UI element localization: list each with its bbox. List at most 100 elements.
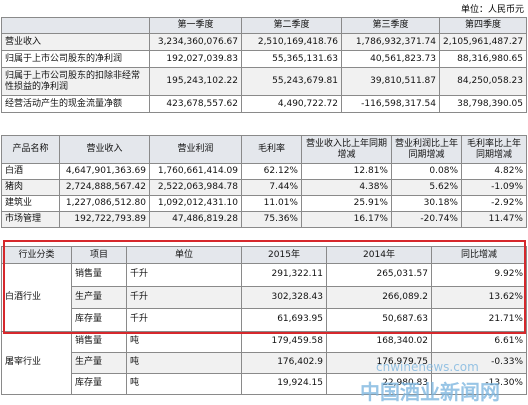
table-cell: 2,724,888,567.42 bbox=[59, 179, 150, 196]
table-cell: 归属于上市公司股东的净利润 bbox=[1, 50, 150, 68]
table-cell: 75.36% bbox=[241, 211, 302, 228]
table-cell: 12.81% bbox=[301, 163, 392, 180]
table-row: 行业分类 项目 单位 2015年 2014年 同比增减 bbox=[1, 246, 527, 264]
table-cell: 423,678,557.62 bbox=[149, 95, 242, 113]
watermark-name: 中国酒业新闻网 bbox=[360, 380, 500, 404]
table-cell: 21.71% bbox=[431, 308, 527, 332]
table-cell: 1,786,932,371.74 bbox=[341, 33, 440, 51]
table-cell: 营业收入 bbox=[1, 33, 150, 51]
products-table: 产品名称 营业收入 营业利润 毛利率 营业收入比上年同期增减 营业利润比上年同期增减 毛利率… bbox=[1, 135, 527, 228]
table-cell: 项目 bbox=[71, 246, 127, 264]
table-cell: 吨 bbox=[126, 372, 242, 395]
table-cell: -2.92% bbox=[461, 195, 527, 212]
table-cell: 营业利润 bbox=[149, 135, 242, 164]
table-cell: 生产量 bbox=[71, 285, 127, 309]
table-cell: 302,328.43 bbox=[241, 285, 327, 309]
table-row: 营业收入 3,234,360,076.67 2,510,169,418.76 1,78… bbox=[1, 33, 527, 51]
table-cell: 同比增减 bbox=[431, 246, 527, 264]
table-cell: 11.47% bbox=[461, 211, 527, 228]
table-cell: 白酒 bbox=[1, 163, 60, 180]
table-cell: 经营活动产生的现金流量净额 bbox=[1, 95, 150, 113]
table-cell: 88,316,980.65 bbox=[439, 50, 527, 68]
table-row: 建筑业 1,227,086,512.80 1,092,012,431.10 11.01… bbox=[1, 195, 527, 212]
table-cell: 第三季度 bbox=[341, 17, 440, 34]
table-cell: 192,722,793.89 bbox=[59, 211, 150, 228]
table-cell: 2015年 bbox=[241, 246, 327, 264]
table-cell: 2014年 bbox=[326, 246, 432, 264]
table-cell: 16.17% bbox=[301, 211, 392, 228]
table-cell: 1,227,086,512.80 bbox=[59, 195, 150, 212]
table-cell: 2,522,063,984.78 bbox=[149, 179, 242, 196]
table-cell: 30.18% bbox=[391, 195, 462, 212]
table-cell: 2,105,961,487.27 bbox=[439, 33, 527, 51]
table-cell: 13.62% bbox=[431, 285, 527, 309]
table-cell: -0.33% bbox=[431, 351, 527, 374]
table-cell: 第一季度 bbox=[149, 17, 242, 34]
table-cell: 猪肉 bbox=[1, 179, 60, 196]
table-cell: 84,250,058.23 bbox=[439, 67, 527, 96]
table-cell: 55,243,679.81 bbox=[241, 67, 342, 96]
table-cell: 吨 bbox=[126, 351, 242, 374]
table-cell: 生产量 bbox=[71, 351, 127, 374]
table-cell: 40,561,823.73 bbox=[341, 50, 440, 68]
table-cell: 库存量 bbox=[71, 372, 127, 395]
table-cell: 4,490,722.72 bbox=[241, 95, 342, 113]
table-cell: 千升 bbox=[126, 263, 242, 287]
table-cell: 1,760,661,414.09 bbox=[149, 163, 242, 180]
table-cell: 行业分类 bbox=[1, 246, 72, 264]
table-cell: 62.12% bbox=[241, 163, 302, 180]
table-row: 库存量 千升 61,693.95 50,687.63 21.71% bbox=[2, 308, 527, 332]
table-cell: 195,243,102.22 bbox=[149, 67, 242, 96]
table-cell: 19,924.15 bbox=[241, 372, 327, 395]
table-cell: 25.91% bbox=[301, 195, 392, 212]
table-cell: 营业利润比上年同期增减 bbox=[391, 135, 462, 164]
table-cell: 11.01% bbox=[241, 195, 302, 212]
quarterly-table: 第一季度 第二季度 第三季度 第四季度 营业收入 3,234,360,076.67 2,51… bbox=[1, 17, 527, 113]
table-cell: 39,810,511.87 bbox=[341, 67, 440, 96]
table-cell: 销售量 bbox=[71, 330, 127, 353]
table-cell: 归属于上市公司股东的扣除非经常性损益的净利润 bbox=[1, 67, 150, 96]
table-cell: 22,980.83 bbox=[326, 372, 432, 395]
table-cell bbox=[1, 17, 150, 34]
table-cell: 179,459.58 bbox=[241, 330, 327, 353]
table-cell: 61,693.95 bbox=[241, 308, 327, 332]
table-cell: 6.61% bbox=[431, 330, 527, 353]
table-cell: 266,089.2 bbox=[326, 285, 432, 309]
table-cell: 265,031.57 bbox=[326, 263, 432, 287]
table-row: 归属于上市公司股东的净利润 192,027,039.83 55,365,131.63… bbox=[1, 50, 527, 68]
table-row: 白酒 4,647,901,363.69 1,760,661,414.09 62.12%… bbox=[1, 163, 527, 180]
table-cell: -116,598,317.54 bbox=[341, 95, 440, 113]
table-row: 屠宰行业 销售量吨 179,459.58 168,340.02 6.61% bbox=[1, 330, 527, 395]
table-cell: 55,365,131.63 bbox=[241, 50, 342, 68]
table-row: 生产量 千升 302,328.43 266,089.2 13.62% bbox=[2, 285, 527, 309]
table-cell: 千升 bbox=[126, 308, 242, 332]
industry-table: 行业分类 项目 单位 2015年 2014年 同比增减 白酒行业 销售量 千升 291,322.1… bbox=[1, 246, 527, 395]
table-cell: 9.92% bbox=[431, 263, 527, 287]
table-cell: 38,798,390.05 bbox=[439, 95, 527, 113]
table-row: 生产量吨 176,402.9 176,979.75 -0.33% bbox=[2, 351, 527, 374]
table-cell: 千升 bbox=[126, 285, 242, 309]
table-cell: 产品名称 bbox=[1, 135, 60, 164]
table-row: 产品名称 营业收入 营业利润 毛利率 营业收入比上年同期增减 营业利润比上年同期增减 毛利率… bbox=[1, 135, 527, 164]
table-cell: 毛利率比上年同期增减 bbox=[461, 135, 527, 164]
table-cell: 屠宰行业 bbox=[1, 330, 72, 395]
table-row: 市场管理 192,722,793.89 47,486,819.28 75.36% 16.… bbox=[1, 211, 527, 228]
table-row: 第一季度 第二季度 第三季度 第四季度 bbox=[1, 17, 527, 34]
table-cell: 1,092,012,431.10 bbox=[149, 195, 242, 212]
table-cell: 营业收入比上年同期增减 bbox=[301, 135, 392, 164]
table-row: 猪肉 2,724,888,567.42 2,522,063,984.78 7.44% 4… bbox=[1, 179, 527, 196]
table-cell: 176,402.9 bbox=[241, 351, 327, 374]
table-row: 白酒行业 销售量 千升 291,322.11 265,031.57 9.92% bbox=[1, 263, 527, 332]
table-cell: 毛利率 bbox=[241, 135, 302, 164]
watermark-site: cnwinenews.com bbox=[376, 360, 479, 374]
table-cell: 销售量 bbox=[71, 263, 127, 287]
table-cell: -20.74% bbox=[391, 211, 462, 228]
table-cell: 50,687.63 bbox=[326, 308, 432, 332]
table-row: 经营活动产生的现金流量净额 423,678,557.62 4,490,722.72-… bbox=[1, 95, 527, 113]
table-cell: 4,647,901,363.69 bbox=[59, 163, 150, 180]
table-cell: -1.09% bbox=[461, 179, 527, 196]
table-cell: 7.44% bbox=[241, 179, 302, 196]
unit-label: 单位：人民币元 bbox=[460, 5, 524, 15]
table-cell: 192,027,039.83 bbox=[149, 50, 242, 68]
